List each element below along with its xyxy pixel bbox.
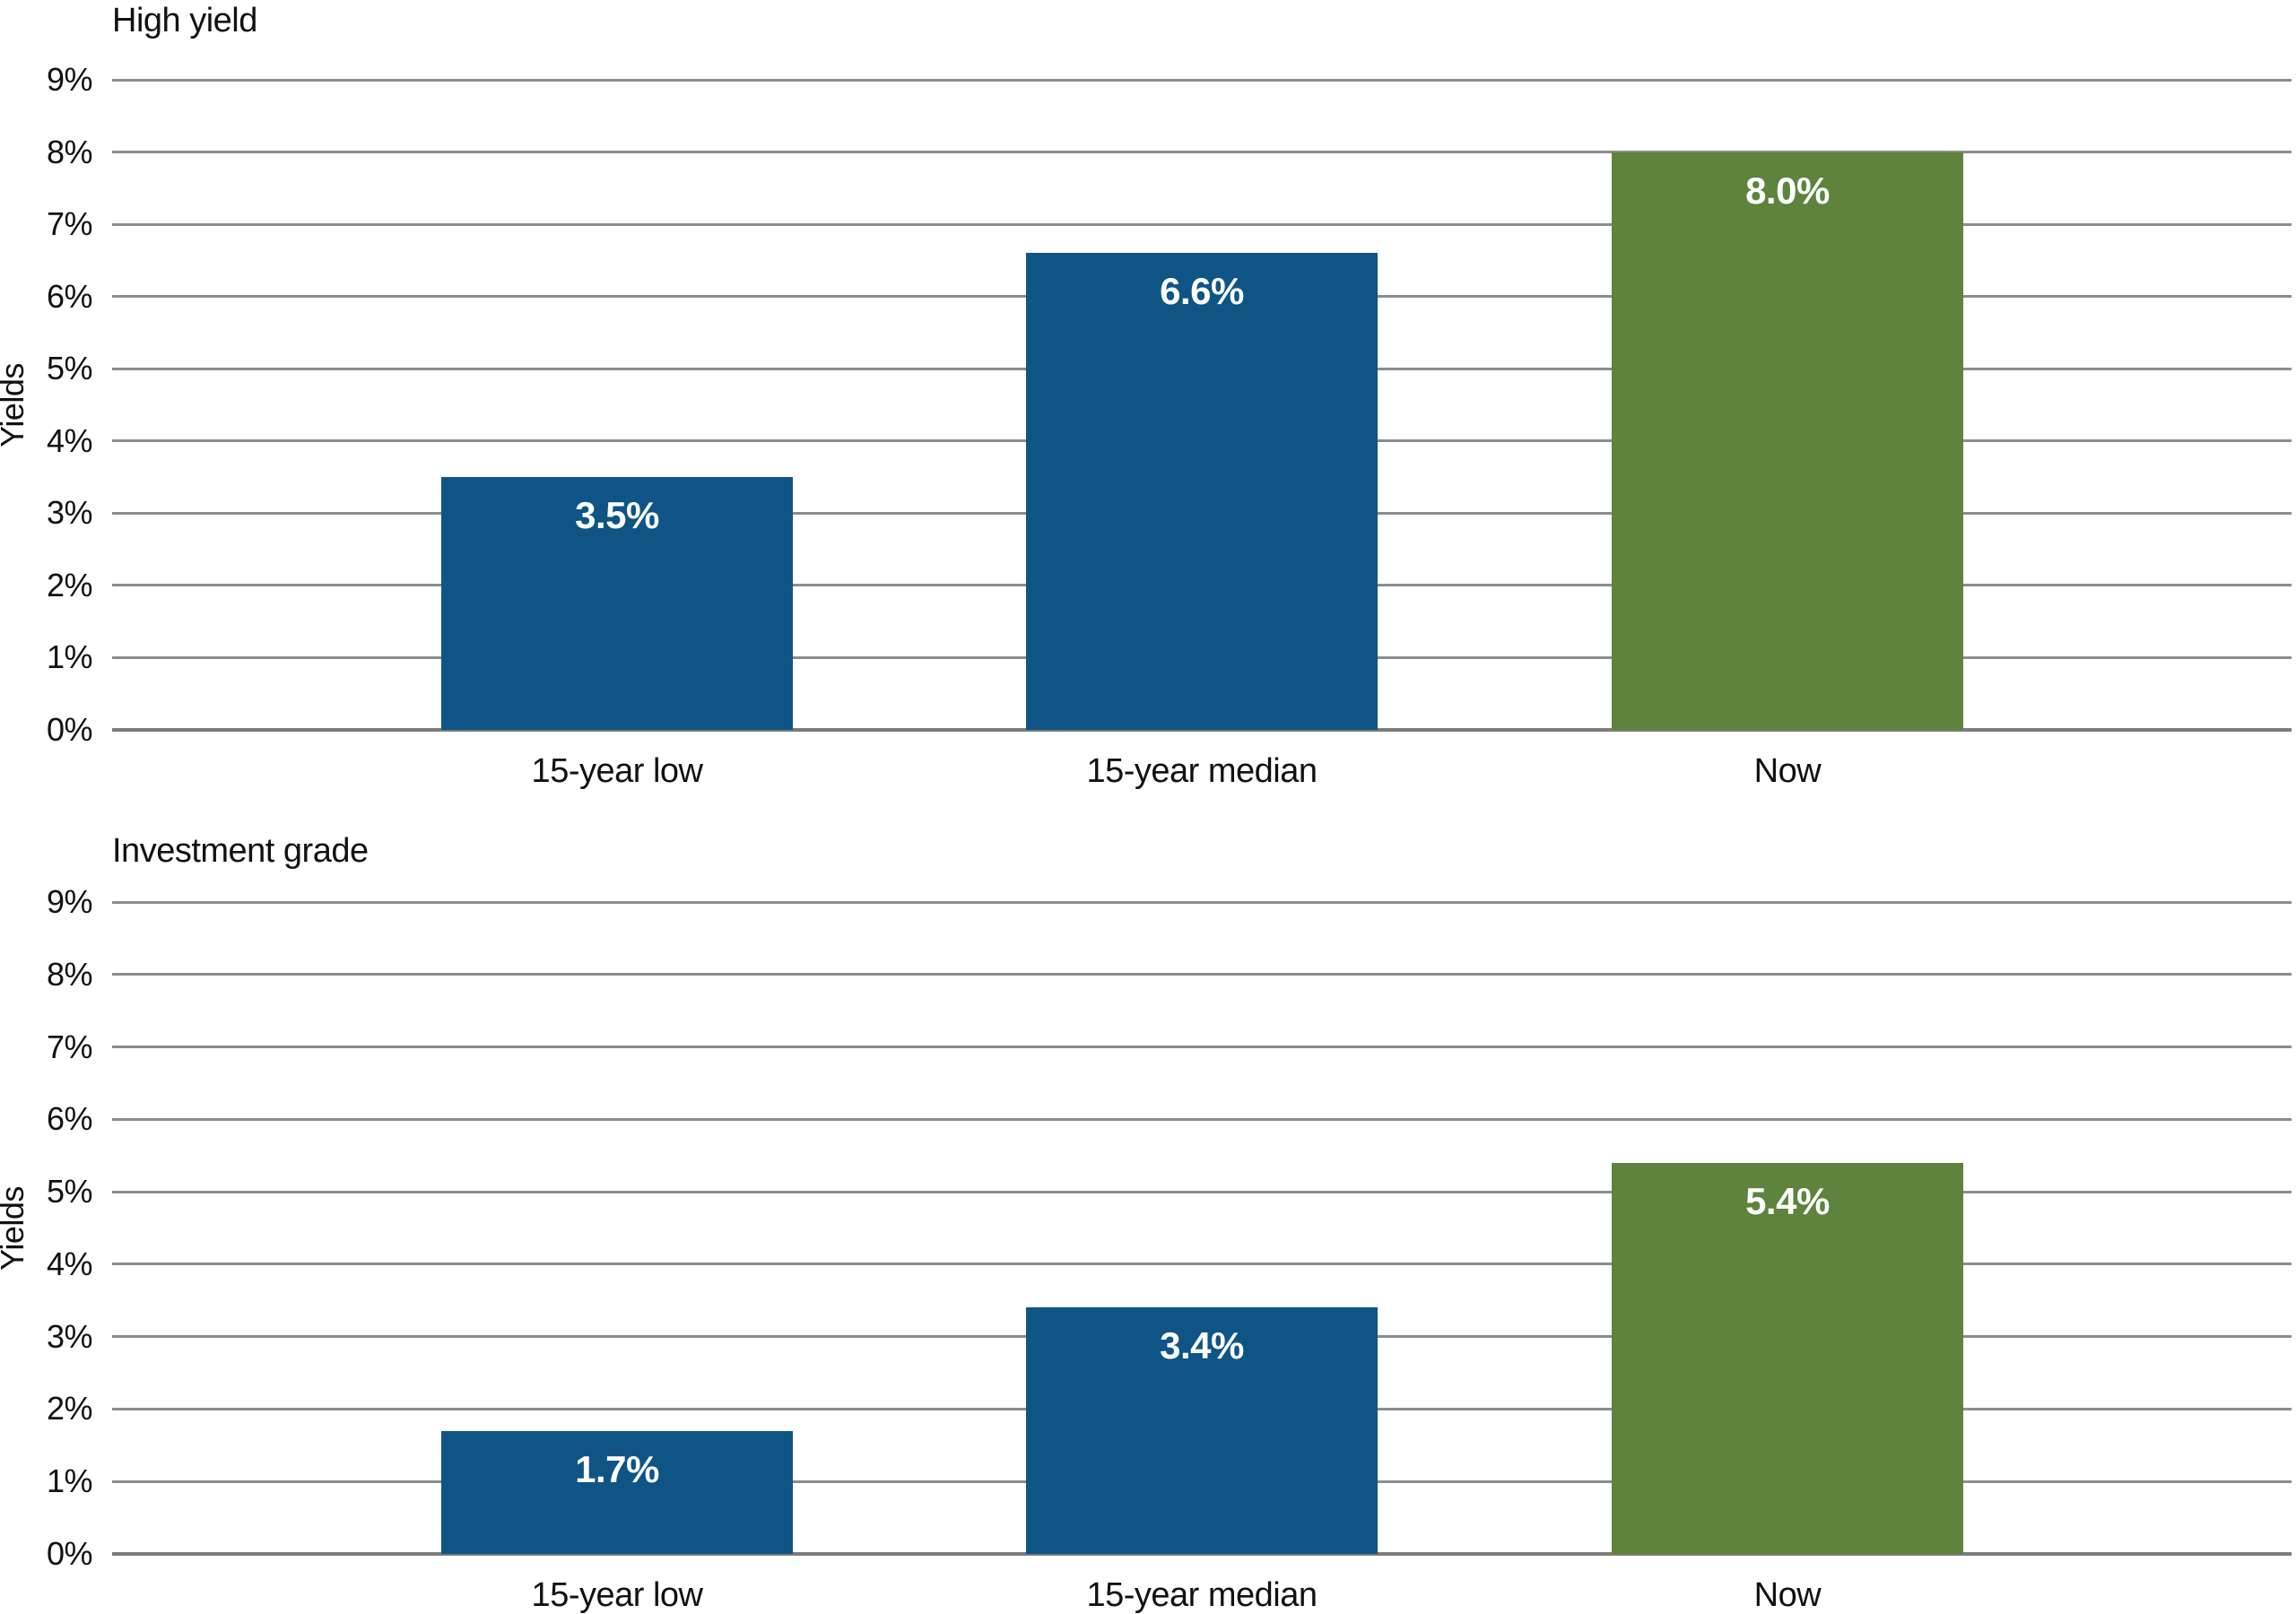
x-tick-label: 15-year median bbox=[1086, 1576, 1318, 1614]
gridline bbox=[112, 900, 2292, 904]
y-tick-label: 8% bbox=[46, 955, 93, 993]
bar-now: 5.4% bbox=[1611, 1162, 1963, 1554]
x-tick-label: 15-year low bbox=[531, 1576, 703, 1614]
x-axis-line bbox=[112, 1552, 2292, 1556]
y-tick-label: 1% bbox=[46, 1462, 93, 1500]
chart-title: High yield bbox=[112, 2, 257, 39]
y-tick-label: 2% bbox=[46, 566, 93, 603]
y-tick-label: 7% bbox=[46, 1028, 93, 1065]
y-tick-label: 0% bbox=[46, 1535, 93, 1572]
y-tick-label: 0% bbox=[46, 711, 93, 748]
y-tick-label: 4% bbox=[46, 1245, 93, 1282]
bar-15-year-median: 3.4% bbox=[1026, 1307, 1378, 1554]
plot-area: Yields 0% 1% 2% 3% 4% 5% 6% 7% 8% 9% 3.5% 15-year l… bbox=[0, 61, 2292, 790]
bar-15-year-low: 1.7% bbox=[441, 1430, 793, 1554]
y-tick-label: 3% bbox=[46, 494, 93, 532]
y-tick-label: 3% bbox=[46, 1317, 93, 1355]
gridline bbox=[112, 151, 2292, 154]
x-axis-line bbox=[112, 728, 2292, 732]
bar-15-year-low: 3.5% bbox=[441, 477, 793, 730]
gridline bbox=[112, 1117, 2292, 1121]
chart-investment-grade: Investment grade Yields 0% 1% 2% 3% 4% 5% 6% 7%… bbox=[0, 825, 2296, 1614]
bar-value-label: 3.4% bbox=[1160, 1324, 1244, 1367]
bar-value-label: 8.0% bbox=[1745, 169, 1830, 212]
chart-title: Investment grade bbox=[112, 832, 369, 870]
gridline bbox=[112, 1263, 2292, 1266]
x-tick-label: 15-year median bbox=[1086, 752, 1318, 790]
y-tick-label: 5% bbox=[46, 350, 93, 387]
y-tick-label: 9% bbox=[46, 883, 93, 920]
y-tick-label: 5% bbox=[46, 1173, 93, 1210]
bar-15-year-median: 6.6% bbox=[1026, 253, 1378, 730]
y-tick-label: 6% bbox=[46, 1100, 93, 1138]
chart-high-yield: High yield Yields 0% 1% 2% 3% 4% 5% 6% 7% 8% 9% 3.… bbox=[0, 2, 2292, 790]
bar-now: 8.0% bbox=[1611, 152, 1963, 730]
bar-value-label: 1.7% bbox=[575, 1447, 659, 1490]
y-tick-label: 4% bbox=[46, 421, 93, 459]
x-tick-label: Now bbox=[1753, 1576, 1822, 1614]
y-tick-label: 7% bbox=[46, 205, 93, 243]
x-tick-label: 15-year low bbox=[531, 752, 703, 790]
gridline bbox=[112, 1190, 2292, 1193]
y-tick-label: 1% bbox=[46, 638, 93, 676]
gridline bbox=[112, 973, 2292, 976]
y-tick-label: 2% bbox=[46, 1390, 93, 1427]
bar-value-label: 3.5% bbox=[575, 494, 659, 537]
bar-value-label: 6.6% bbox=[1160, 270, 1244, 313]
gridline bbox=[112, 1046, 2292, 1049]
gridline bbox=[112, 78, 2292, 82]
y-tick-label: 8% bbox=[46, 133, 93, 170]
x-tick-label: Now bbox=[1753, 752, 1822, 790]
gridline bbox=[112, 222, 2292, 226]
y-tick-label: 9% bbox=[46, 61, 93, 98]
y-tick-label: 6% bbox=[46, 277, 93, 315]
bar-value-label: 5.4% bbox=[1745, 1179, 1830, 1222]
plot-area: Yields 0% 1% 2% 3% 4% 5% 6% 7% 8% 9% 1.7% 15-year l… bbox=[0, 883, 2292, 1614]
